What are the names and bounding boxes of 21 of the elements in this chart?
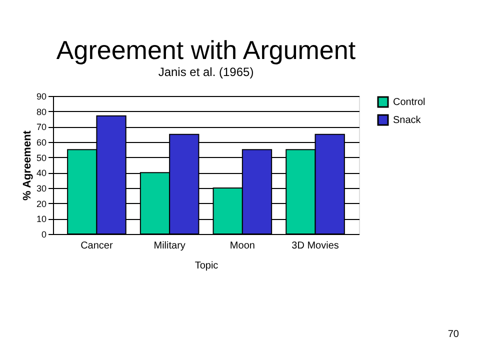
y-tick-label: 40 <box>36 168 46 178</box>
text: 70 <box>448 329 460 340</box>
y-tick-label: 50 <box>36 152 46 163</box>
y-tick-label: 30 <box>36 184 46 194</box>
y-tick-label: 0 <box>41 230 46 240</box>
y-tick-label: 10 <box>36 214 46 224</box>
y-tick-label: 80 <box>36 106 46 117</box>
y-axis-title: % Agreement <box>21 130 34 200</box>
x-tick-label: Military <box>154 240 186 252</box>
x-tick-label: 3D Movies <box>292 240 339 252</box>
chart-subtitle: Janis et al. (1965) <box>158 65 254 79</box>
y-tick-label: 60 <box>36 138 46 148</box>
legend-label: Snack <box>393 115 422 126</box>
y-tick-label: 20 <box>36 198 46 209</box>
x-tick-label: Cancer <box>80 240 114 252</box>
y-tick-label: 70 <box>36 122 46 132</box>
chart-title: Agreement with Argument <box>56 35 356 65</box>
x-tick-label: Moon <box>230 240 255 252</box>
legend-label: Control <box>393 97 426 108</box>
y-tick-label: 90 <box>36 92 46 102</box>
x-axis-title: Topic <box>194 260 218 272</box>
